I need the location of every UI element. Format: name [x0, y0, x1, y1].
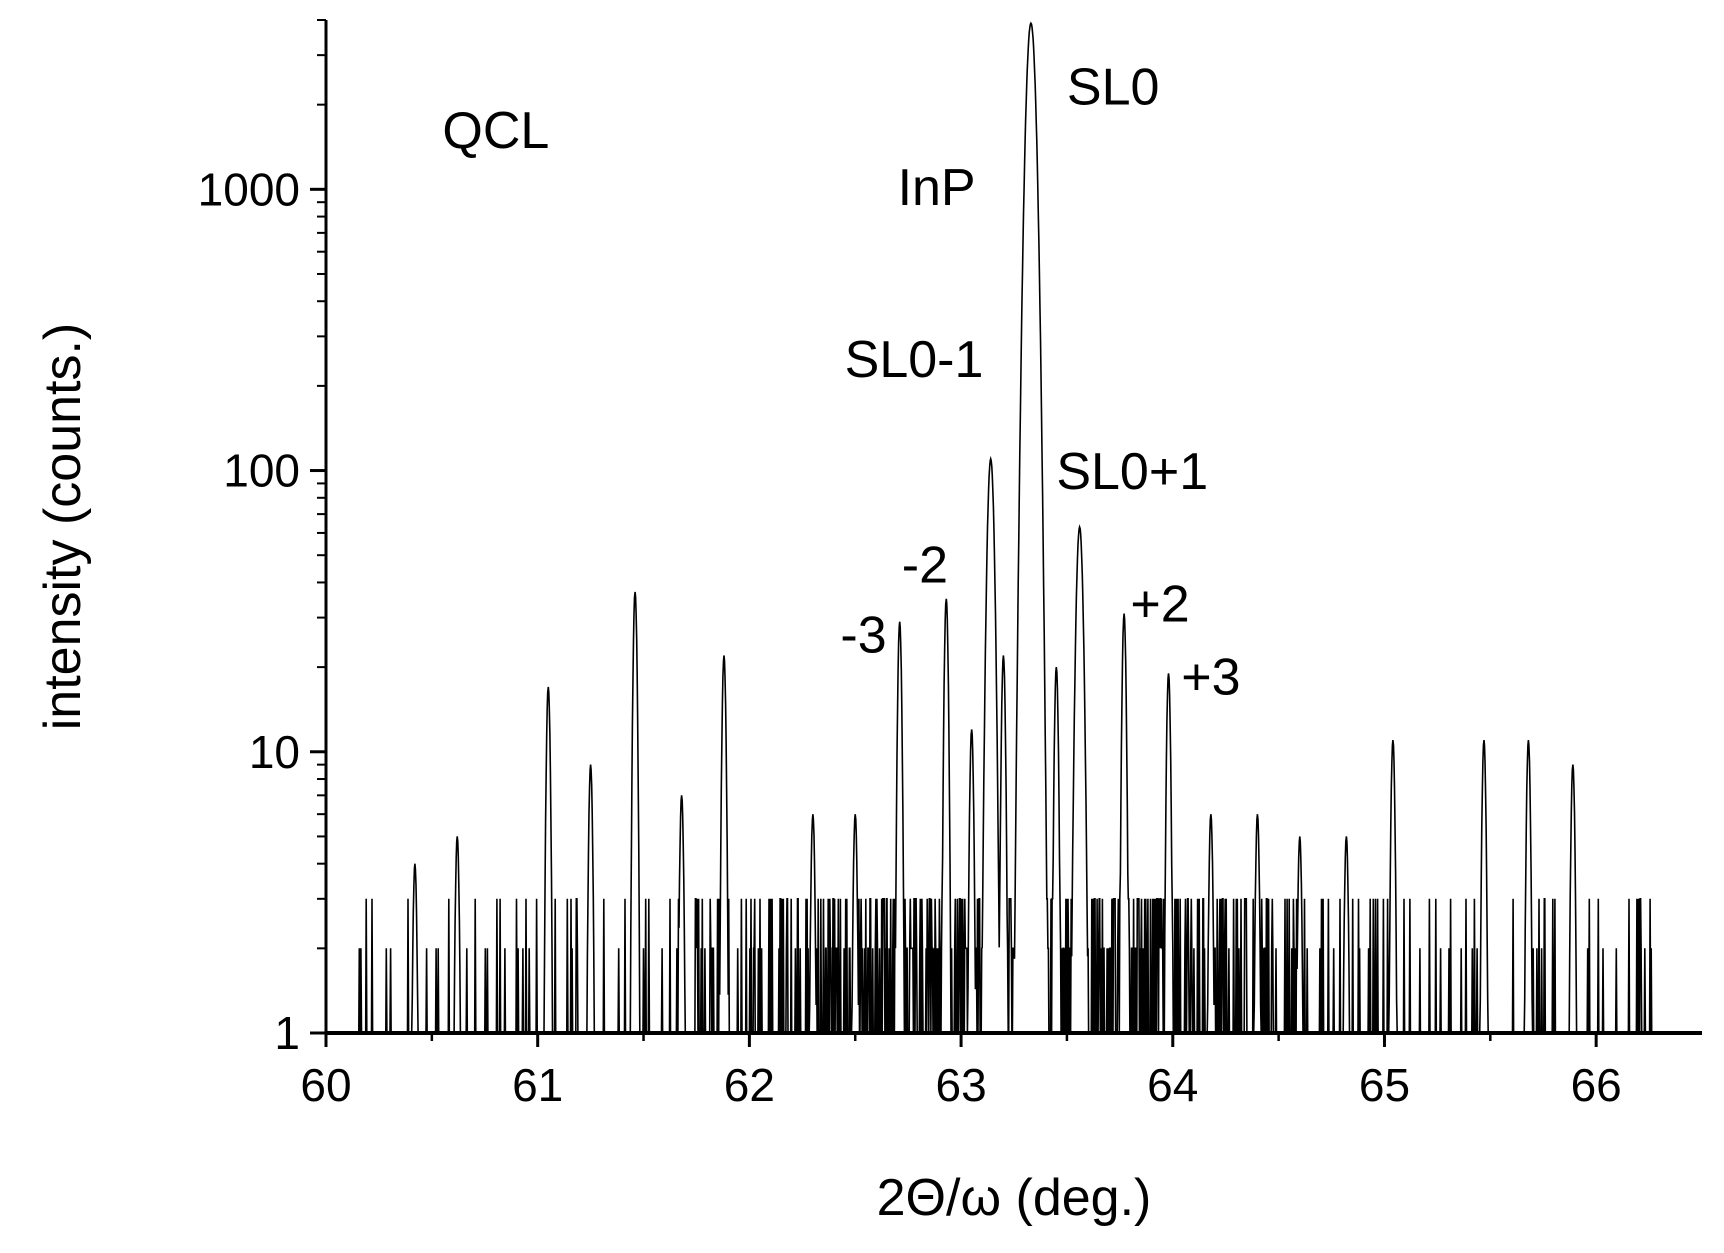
- peak-annotation: -2: [902, 536, 948, 594]
- x-axis-title: 2Θ/ω (deg.): [877, 1169, 1152, 1227]
- peak-annotation: +3: [1181, 648, 1240, 706]
- x-tick-label: 62: [724, 1059, 775, 1111]
- y-axis-title: intensity (counts.): [34, 323, 92, 731]
- y-tick-label: 1000: [198, 163, 300, 215]
- x-tick-label: 64: [1147, 1059, 1198, 1111]
- series-layer: [328, 21, 1671, 1034]
- x-tick-label: 63: [935, 1059, 986, 1111]
- peak-annotation: SL0-1: [845, 331, 984, 389]
- labels-layer: 60 61 62 63 64 65 66 1 10 100 1000 QCL InP SL0 SL0-1 SL…: [198, 59, 1622, 1111]
- x-tick-label: 65: [1359, 1059, 1410, 1111]
- x-tick-label: 61: [512, 1059, 563, 1111]
- peak-annotation: SL0+1: [1056, 443, 1208, 501]
- peak-annotation: SL0: [1067, 59, 1160, 117]
- axes-layer: [310, 19, 1702, 1047]
- series-line-0: [328, 21, 1671, 1034]
- x-tick-label: 66: [1571, 1059, 1622, 1111]
- peak-annotation: InP: [898, 159, 976, 217]
- peak-annotation: -3: [840, 607, 886, 665]
- y-tick-label: 100: [223, 445, 300, 497]
- y-tick-label: 1: [274, 1007, 300, 1059]
- x-tick-label: 60: [300, 1059, 351, 1111]
- y-tick-label: 10: [249, 726, 300, 778]
- peak-annotation: +2: [1130, 576, 1189, 634]
- peak-annotation: QCL: [442, 102, 549, 160]
